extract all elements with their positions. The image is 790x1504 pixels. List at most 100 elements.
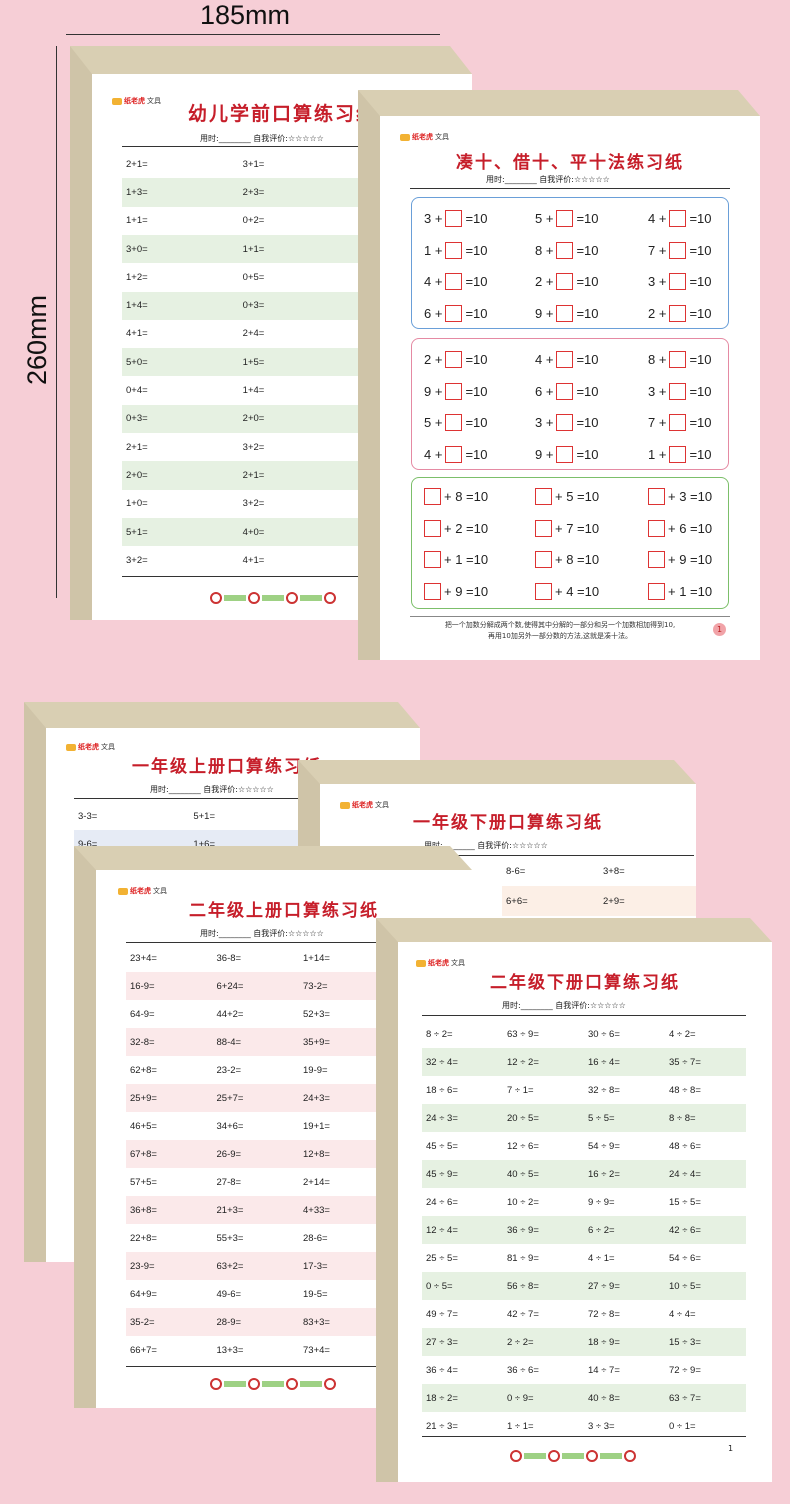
answer-box[interactable] [669,210,687,227]
equation-green: + 5 =10 [535,488,599,505]
problem-cell: 4+1= [126,328,148,340]
problem-cell: 23-2= [216,1064,242,1076]
answer-box[interactable] [535,551,552,568]
answer-box[interactable] [556,414,574,431]
problem-cell: 3+2= [242,498,265,510]
problem-cell: 3+2= [242,441,265,453]
equation-blue: 4 + =10 [648,210,712,227]
answer-box[interactable] [669,241,687,259]
equation-result: =10 [465,383,488,399]
problem-cell: 16-9= [130,980,155,992]
answer-box[interactable] [445,210,463,227]
problem-row: 0 ÷ 5= 56 ÷ 8= 27 ÷ 9= 10 ÷ 5= [422,1272,746,1300]
equation-addend: 9 + [535,446,554,462]
equation-text: + 8 =10 [555,552,600,567]
answer-box[interactable] [556,304,574,322]
problem-cell: 14 ÷ 7= [588,1364,620,1376]
problem-row: 6+6= 2+9= [502,886,696,916]
problem-cell: 48 ÷ 8= [669,1084,701,1096]
equation-addend: 9 + [535,305,554,321]
answer-box[interactable] [556,273,574,290]
problem-cell: 36-8= [216,952,242,964]
answer-box[interactable] [556,210,574,227]
problem-cell: 5+1= [126,526,148,538]
answer-box[interactable] [669,273,687,290]
width-line [66,34,440,35]
equation-result: =10 [465,446,488,462]
answer-box[interactable] [535,582,552,600]
answer-box[interactable] [669,351,687,368]
brand-logo: 纸老虎 文具 [400,132,449,142]
problem-cell: 1+6= [193,838,215,850]
problem-cell: 35 ÷ 7= [669,1056,701,1068]
answer-box[interactable] [669,304,687,322]
answer-box[interactable] [648,519,665,537]
answer-box[interactable] [445,351,463,368]
problem-cell: 15 ÷ 3= [669,1336,701,1348]
problem-cell: 49-6= [216,1288,242,1300]
problem-cell: 3+1= [242,158,265,170]
sheet-title: 一年级上册口算练习纸 [132,757,322,777]
brand-logo: 纸老虎 文具 [112,96,161,106]
equation-addend: 4 + [424,274,443,289]
answer-box[interactable] [648,582,665,600]
answer-box[interactable] [556,351,574,368]
answer-box[interactable] [424,519,441,537]
equation-pink: 4 + =10 [535,351,599,368]
equation-addend: 1 + [648,446,667,462]
problem-cell: 42 ÷ 7= [507,1308,539,1320]
equation-green: + 9 =10 [648,551,712,568]
equation-addend: 2 + [535,274,554,289]
problem-cell: 49 ÷ 7= [426,1308,458,1320]
problem-cell: 28-6= [303,1232,328,1244]
answer-box[interactable] [669,414,687,431]
answer-box[interactable] [424,582,441,600]
equation-pink: 6 + =10 [535,382,599,400]
width-label: 185mm [200,0,291,30]
problem-cell: 13+3= [216,1344,244,1356]
answer-box[interactable] [424,551,441,568]
problem-cell: 40 ÷ 8= [588,1392,620,1404]
equation-group-green [411,477,729,609]
problem-cell: 15 ÷ 5= [669,1196,701,1208]
answer-box[interactable] [556,241,574,259]
equation-text: + 9 =10 [668,552,713,567]
problem-cell: 2+3= [242,186,265,198]
answer-box[interactable] [669,445,687,463]
problem-cell: 36 ÷ 9= [507,1224,539,1236]
problem-cell: 19-5= [303,1288,328,1300]
answer-box[interactable] [535,519,552,537]
answer-box[interactable] [424,488,441,505]
problem-row: 12 ÷ 4= 36 ÷ 9= 6 ÷ 2= 42 ÷ 6= [422,1216,746,1244]
problem-cell: 21+3= [216,1204,244,1216]
problem-cell: 7 ÷ 1= [507,1084,534,1096]
problem-cell: 2+4= [242,328,265,340]
answer-box[interactable] [445,382,463,400]
problem-cell: 3+2= [126,554,148,566]
problem-cell: 45 ÷ 5= [426,1140,458,1152]
problem-cell: 4 ÷ 4= [669,1308,696,1320]
answer-box[interactable] [445,445,463,463]
answer-box[interactable] [556,445,574,463]
problem-cell: 55+3= [216,1232,244,1244]
answer-box[interactable] [445,273,463,290]
answer-box[interactable] [648,488,665,505]
answer-box[interactable] [669,382,687,400]
answer-box[interactable] [556,382,574,400]
equation-addend: 8 + [648,352,667,367]
answer-box[interactable] [445,304,463,322]
answer-box[interactable] [535,488,552,505]
problem-cell: 32-8= [130,1036,155,1048]
page-number: 1 [713,623,726,636]
equation-green: + 6 =10 [648,519,712,537]
equation-result: =10 [465,274,488,289]
problem-cell: 63 ÷ 7= [669,1392,701,1404]
sheet-title: 二年级上册口算练习纸 [189,901,379,921]
answer-box[interactable] [445,414,463,431]
problem-cell: 32 ÷ 8= [588,1084,620,1096]
problem-cell: 2+1= [126,158,148,170]
clock-icon [510,1450,522,1462]
answer-box[interactable] [648,551,665,568]
answer-box[interactable] [445,241,463,259]
problem-cell: 5+0= [126,356,148,368]
